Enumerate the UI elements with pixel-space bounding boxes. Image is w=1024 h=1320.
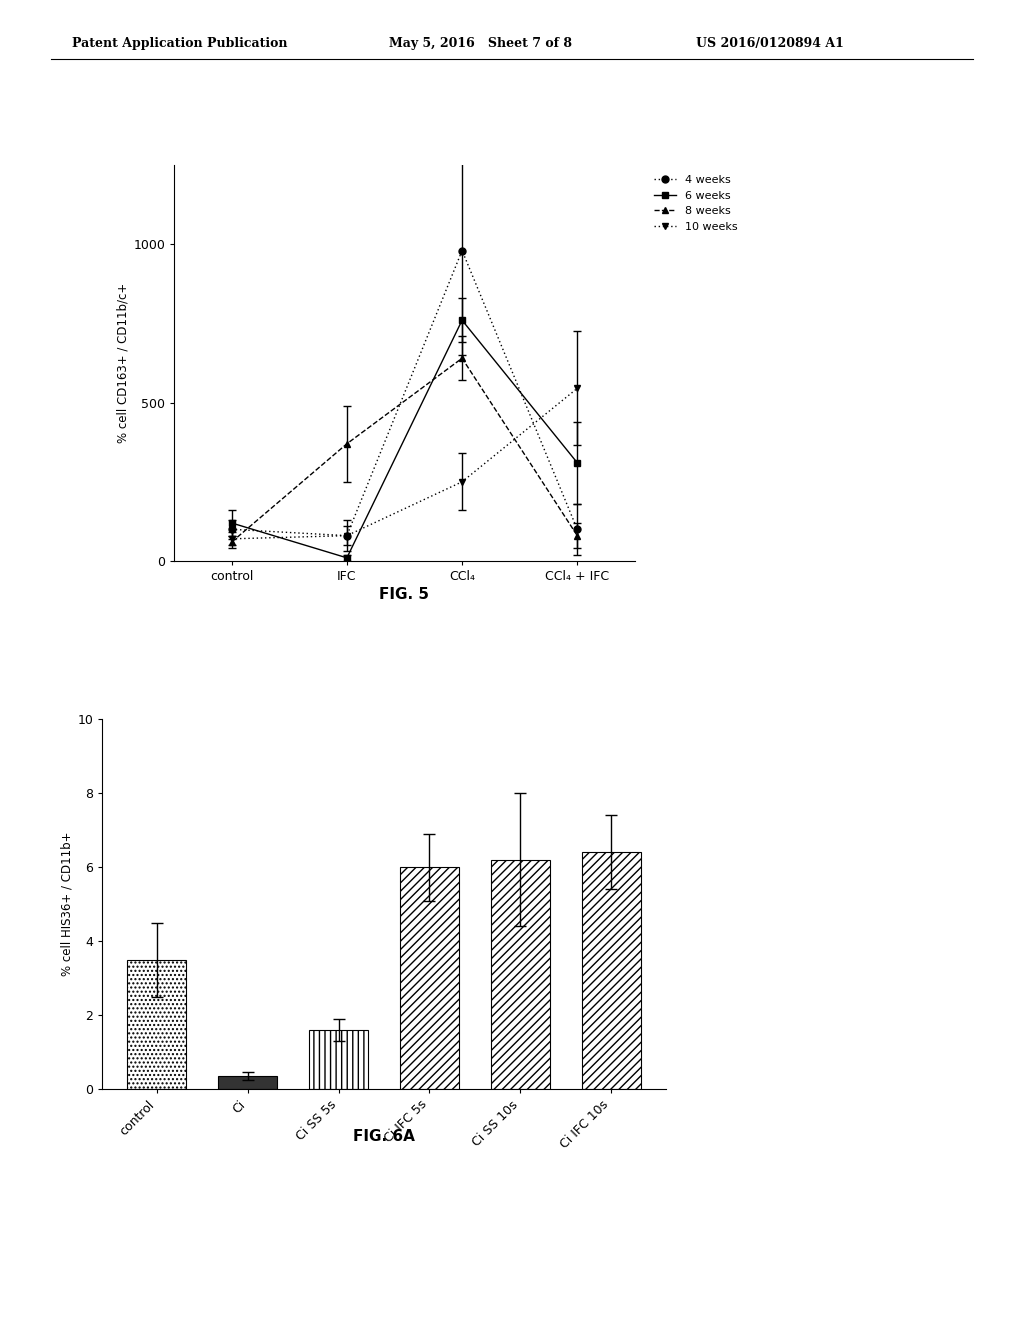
- Bar: [127, 960, 186, 1089]
- Bar: [490, 859, 550, 1089]
- Text: US 2016/0120894 A1: US 2016/0120894 A1: [696, 37, 844, 50]
- Text: May 5, 2016   Sheet 7 of 8: May 5, 2016 Sheet 7 of 8: [389, 37, 572, 50]
- Bar: [582, 853, 641, 1089]
- Text: FIG. 6A: FIG. 6A: [353, 1129, 415, 1143]
- Y-axis label: % cell CD163+ / CD11b/c+: % cell CD163+ / CD11b/c+: [116, 282, 129, 444]
- Y-axis label: % cell HIS36+ / CD11b+: % cell HIS36+ / CD11b+: [60, 832, 74, 977]
- Bar: [400, 867, 459, 1089]
- Bar: [309, 1030, 368, 1089]
- Bar: [218, 1076, 278, 1089]
- Text: Patent Application Publication: Patent Application Publication: [72, 37, 287, 50]
- Text: FIG. 5: FIG. 5: [380, 587, 429, 602]
- Legend: 4 weeks, 6 weeks, 8 weeks, 10 weeks: 4 weeks, 6 weeks, 8 weeks, 10 weeks: [649, 170, 742, 236]
